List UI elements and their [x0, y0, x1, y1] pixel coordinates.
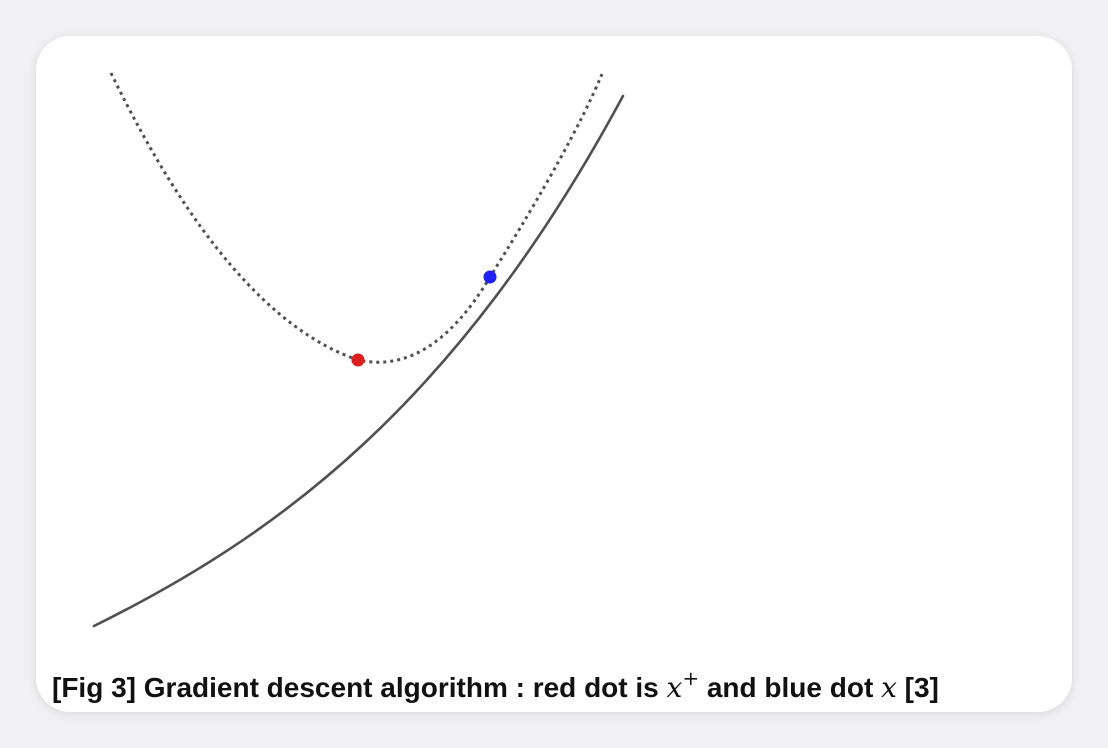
x-plus-base: x — [666, 671, 683, 704]
function-curve — [92, 94, 625, 628]
red-dot-x-plus — [351, 353, 365, 367]
x-plus-symbol: x+ — [666, 666, 700, 704]
blue-dot-x — [483, 270, 497, 284]
x-plus-superscript: + — [682, 666, 700, 690]
caption-prefix: [Fig 3] Gradient descent algorithm : red… — [52, 672, 659, 703]
x-symbol: x — [881, 671, 897, 704]
figure-card: [Fig 3] Gradient descent algorithm : red… — [36, 36, 1072, 712]
figure-caption: [Fig 3] Gradient descent algorithm : red… — [52, 660, 939, 706]
caption-middle: and blue dot — [706, 672, 874, 703]
gradient-descent-diagram — [92, 72, 625, 628]
quadratic-approximation-curve — [109, 72, 604, 364]
caption-suffix: [3] — [904, 672, 939, 703]
